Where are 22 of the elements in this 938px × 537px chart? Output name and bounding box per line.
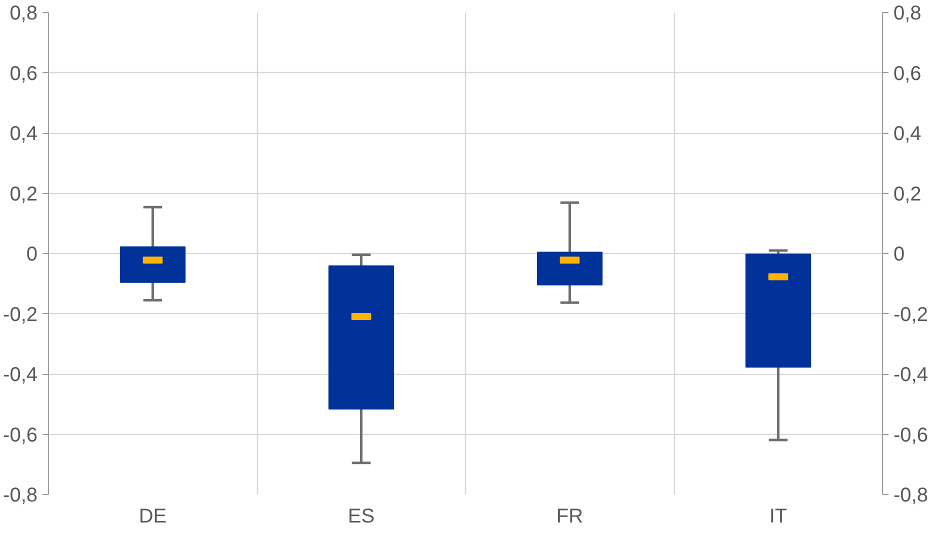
y-tick-label: 0 <box>26 244 38 266</box>
y2-tick-label: 0,2 <box>894 183 922 206</box>
y-tick-label: 0,4 <box>10 123 38 145</box>
y2-tick-label: -0,8 <box>894 484 928 506</box>
y-tick-label: 0,2 <box>10 183 38 206</box>
y2-tick-label: -0,4 <box>894 364 928 386</box>
y2-tick-label: -0,6 <box>894 424 928 446</box>
y2-tick-label: 0,6 <box>894 62 922 85</box>
x-tick-label: FR <box>556 506 584 528</box>
y2-tick-label: 0 <box>894 244 905 266</box>
y-tick-label: -0,8 <box>3 484 38 506</box>
y2-tick-label: 0,8 <box>894 2 922 24</box>
y-tick-label: -0,2 <box>3 304 38 326</box>
x-tick-label: DE <box>138 506 167 528</box>
y-tick-label: -0,6 <box>3 424 38 446</box>
x-tick-label: IT <box>769 506 788 528</box>
x-tick-label: ES <box>348 506 375 528</box>
y-tick-label: 0,6 <box>10 62 38 85</box>
y-tick-label: -0,4 <box>3 364 38 386</box>
y2-tick-label: -0,2 <box>894 304 928 326</box>
y2-tick-label: 0,4 <box>894 123 922 145</box>
y-tick-label: 0,8 <box>10 2 38 24</box>
